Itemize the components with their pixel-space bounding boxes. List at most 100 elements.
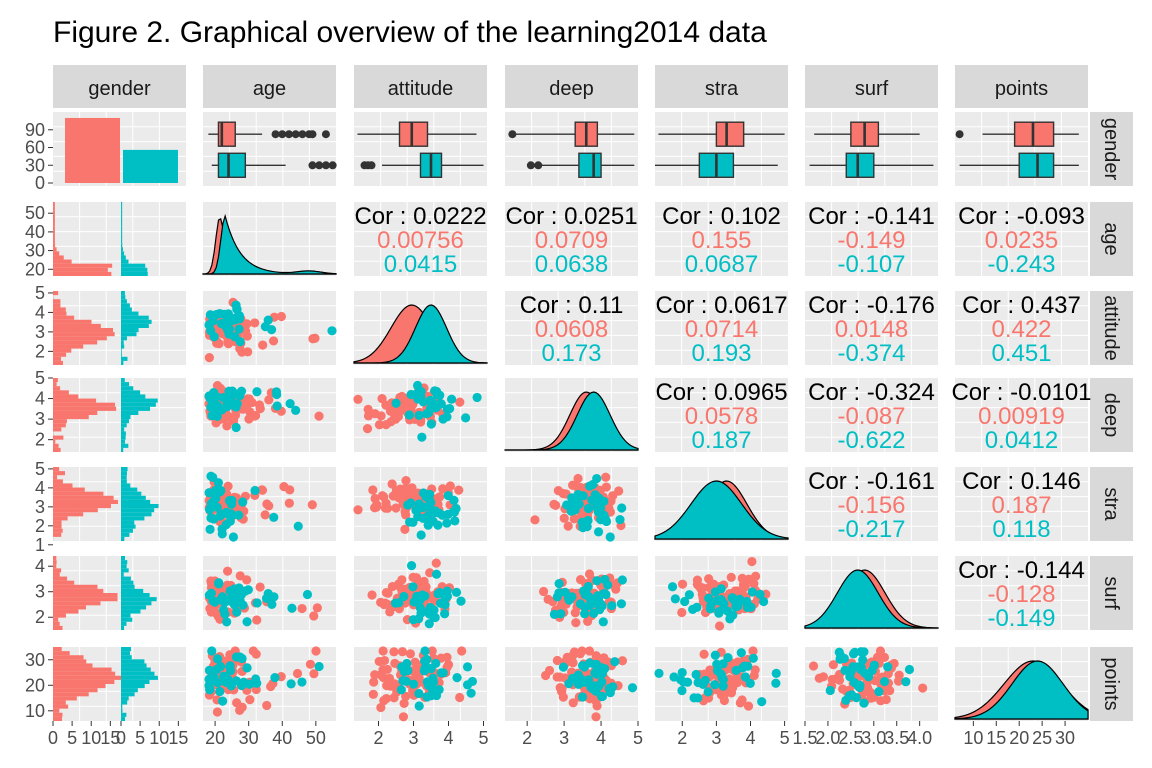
- scatter-point-M: [231, 422, 241, 433]
- panel-box-stra: [655, 112, 788, 186]
- hist-bar-age-M: [121, 218, 123, 223]
- ytick-attitude: 2: [35, 341, 45, 361]
- scatter-point-F: [400, 524, 410, 534]
- hist-bar-attitude-M: [121, 344, 125, 349]
- scatter-point-M: [549, 609, 560, 619]
- scatter-point-F: [242, 319, 252, 329]
- panel-gender-gender: [53, 112, 186, 186]
- scatter-point-F: [309, 669, 319, 679]
- scatter-point-M: [403, 665, 413, 676]
- scatter-point-M: [272, 389, 282, 400]
- hist-bar-attitude-M: [121, 360, 124, 365]
- outlier-age-F: [271, 130, 280, 139]
- scatter-point-F: [431, 558, 441, 568]
- strip-right-age: age: [1090, 202, 1133, 276]
- hist-bar-stra-M: [121, 524, 136, 529]
- hist-bar-age-M: [121, 210, 123, 215]
- hist-bar-surf-M: [121, 593, 150, 598]
- scatter-point-M: [206, 513, 216, 523]
- cor-total: Cor : -0.141: [808, 203, 935, 230]
- scatter-point-F: [575, 575, 586, 585]
- hist-bar-age-F: [53, 255, 64, 260]
- scatter-point-M: [680, 596, 690, 607]
- hist-bar-stra-M: [121, 483, 131, 488]
- scatter-point-M: [607, 601, 617, 611]
- scatter-point-F: [601, 472, 611, 482]
- xtick-attitude: 5: [478, 728, 488, 748]
- scatter-point-F: [391, 503, 401, 513]
- hist-bar-age-F: [53, 267, 108, 272]
- panel-scatter-deep-attitude: [353, 378, 487, 452]
- hist-bar-deep-M: [121, 439, 125, 444]
- hist-bar-deep-F: [53, 382, 57, 387]
- panel-scatter-attitude-age: [203, 291, 337, 365]
- scatter-point-F: [378, 646, 388, 656]
- hist-bar-stra-M: [121, 532, 130, 537]
- strip-top-label-gender: gender: [88, 78, 151, 100]
- hist-bar-points-F: [53, 667, 112, 672]
- scatter-point-M: [580, 602, 590, 612]
- scatter-point-M: [252, 678, 262, 688]
- hist-bar-points-F: [53, 716, 62, 721]
- panel-box-deep-grid: [505, 112, 638, 186]
- scatter-point-F: [243, 394, 253, 404]
- hist-bar-surf-F: [53, 609, 79, 614]
- hist-bar-stra-F: [53, 479, 63, 484]
- hist-bar-age-F: [53, 230, 55, 235]
- scatter-point-M: [714, 606, 724, 617]
- hist-bar-stra-F: [53, 487, 85, 492]
- strip-right-label-age: age: [1100, 222, 1122, 255]
- scatter-point-M: [450, 516, 460, 526]
- scatter-point-M: [574, 679, 584, 689]
- scatter-point-F: [455, 692, 465, 703]
- scatter-point-M: [404, 517, 415, 527]
- scatter-point-F: [416, 578, 426, 588]
- scatter-point-F: [368, 485, 378, 495]
- scatter-point-M: [204, 665, 215, 675]
- scatter-point-F: [591, 712, 601, 722]
- scatter-point-M: [771, 678, 781, 688]
- hist-bar-surf-F: [53, 564, 57, 569]
- scatter-point-M: [218, 696, 228, 706]
- hist-bar-age-M: [121, 214, 123, 219]
- hist-bar-stra-M: [121, 504, 159, 509]
- hist-bar-attitude-F: [53, 319, 92, 324]
- hist-bar-deep-F: [53, 386, 61, 391]
- scatter-point-F: [276, 311, 287, 322]
- cor-male: 0.0687: [685, 251, 758, 278]
- scatter-point-M: [204, 320, 214, 330]
- ytick-deep: 3: [35, 409, 45, 429]
- scatter-point-M: [567, 592, 577, 602]
- scatter-point-F: [557, 684, 567, 694]
- scatter-point-M: [771, 668, 781, 678]
- scatter-point-M: [596, 691, 607, 701]
- xtick-stra: 3: [711, 728, 721, 748]
- scatter-point-M: [269, 512, 279, 522]
- hist-bar-points-F: [53, 651, 70, 656]
- scatter-point-M: [688, 604, 698, 614]
- scatter-point-M: [730, 596, 740, 606]
- panel-scatter-points-surf: [805, 646, 938, 721]
- panel-cor-deep-surf: Cor : -0.324-0.087-0.622: [805, 378, 938, 454]
- panel-scatter-points-age: [203, 646, 336, 721]
- ytick-stra: 3: [35, 497, 45, 517]
- scatter-point-F: [390, 658, 400, 668]
- scatter-point-M: [250, 485, 260, 496]
- scatter-point-M: [627, 683, 638, 693]
- strip-right-surf: surf: [1090, 556, 1133, 630]
- cor-total: Cor : -0.176: [808, 292, 935, 319]
- xtick-attitude: 4: [443, 728, 453, 748]
- hist-bar-surf-M: [121, 605, 147, 610]
- scatter-point-M: [438, 668, 448, 678]
- hist-bar-deep-M: [121, 423, 127, 428]
- strip-right-bg-attitude: [1090, 291, 1133, 365]
- cor-male: 0.173: [541, 340, 601, 367]
- xtick-points: 25: [1032, 728, 1052, 748]
- scatter-point-F: [401, 483, 411, 493]
- ytick-stra: 4: [35, 478, 45, 498]
- hist-bar-points-M: [121, 688, 138, 693]
- panel-scatter-stra-deep: [505, 467, 638, 542]
- scatter-point-M: [269, 592, 279, 602]
- scatter-point-M: [291, 405, 301, 416]
- hist-bar-deep-F: [53, 406, 117, 411]
